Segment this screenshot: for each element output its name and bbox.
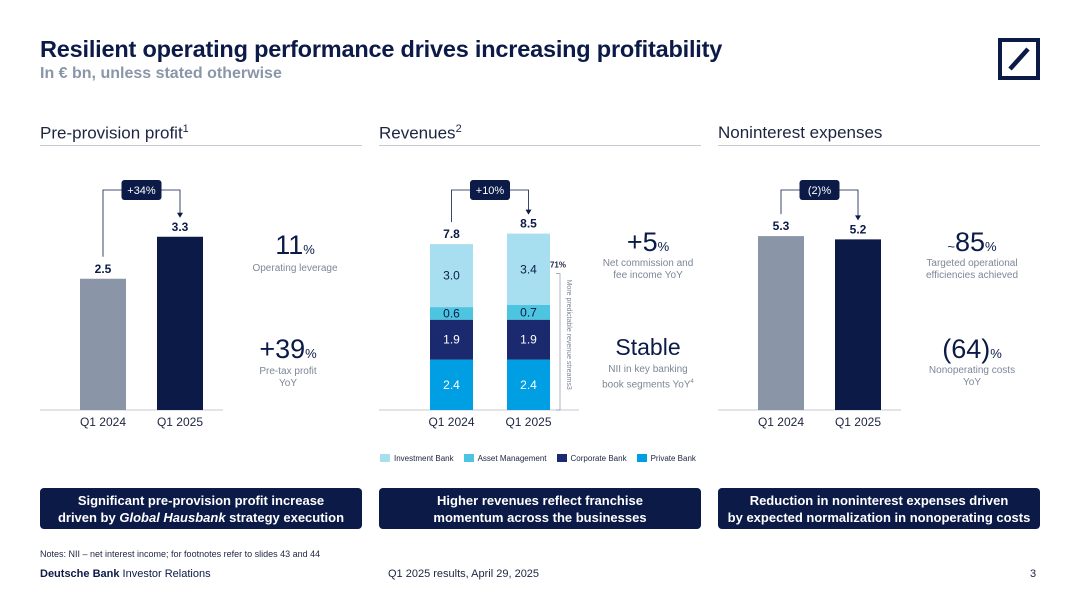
side-bracket-value: 71%	[550, 261, 566, 270]
legend-swatch	[636, 454, 647, 462]
legend-swatch	[556, 454, 567, 462]
page-number: 3	[1030, 568, 1037, 580]
legend-item: Asset Management	[463, 454, 547, 463]
kpi-nonoperating-value: (64)%	[942, 334, 1002, 364]
footnotes: Notes: NII – net interest income; for fo…	[40, 549, 321, 559]
stacked-bar-segment	[430, 244, 473, 308]
section-rule	[379, 145, 701, 146]
kpi-commission-value: +5%	[626, 227, 670, 257]
change-badge-label: (2)%	[808, 185, 831, 197]
x-tick-label: Q1 2025	[157, 415, 203, 429]
bar-value-label: 2.5	[95, 262, 112, 276]
section-title-ppp: Pre-provision profit1	[40, 123, 189, 143]
kpi-efficiencies-value: ~85%	[947, 227, 997, 257]
ppp-chart: 2.5 Q1 2024 3.3 Q1 2025 +34%	[40, 180, 223, 429]
bar-value-label: 5.2	[850, 222, 867, 236]
stacked-bar-segment	[430, 307, 473, 320]
stacked-bar-segment	[430, 359, 473, 410]
revenues-chart: 2.4 1.9 0.6 3.0 7.8 Q1 2024 2.4 1.9 0.7 3.4 8.5 Q1 …	[379, 180, 579, 429]
stacked-bar-segment	[507, 319, 550, 360]
side-bracket-line	[556, 273, 561, 411]
footer-event: Q1 2025 results, April 29, 2025	[388, 568, 540, 580]
x-tick-label: Q1 2025	[505, 415, 551, 429]
kpi-efficiencies-label: Targeted operational efficiencies achieve…	[925, 258, 1019, 281]
section-rule	[40, 145, 362, 146]
stacked-bar-segment	[430, 319, 473, 360]
bar-value-label: 5.3	[773, 219, 790, 233]
legend-swatch	[380, 454, 390, 462]
segment-value-label: 1.9	[520, 333, 537, 347]
page-subtitle: In € bn, unless stated otherwise	[40, 65, 282, 82]
bar	[157, 236, 203, 410]
bar-total-label: 7.8	[443, 227, 460, 241]
change-badge	[799, 180, 840, 200]
bar-value-label: 3.3	[172, 220, 189, 234]
change-badge	[470, 180, 510, 200]
kpi-operating-leverage-label: Operating leverage	[252, 263, 338, 274]
banner-expenses: Reduction in noninterest expenses driven…	[718, 488, 1040, 529]
change-arrow-icon	[525, 209, 532, 215]
kpi-nii-value: Stable	[615, 334, 681, 360]
kpi-pretax-value: +39%	[259, 334, 317, 364]
change-badge	[121, 180, 162, 200]
side-bracket-label: More predictable revenue streams3	[565, 280, 572, 390]
change-arrow-icon	[177, 212, 183, 218]
section-title-revenues: Revenues2	[379, 123, 462, 143]
legend-item: Investment Bank	[380, 454, 454, 463]
change-arrow-icon	[855, 215, 861, 221]
x-tick-label: Q1 2024	[80, 415, 126, 429]
expenses-chart: 5.3 Q1 2024 5.2 Q1 2025 (2)%	[718, 180, 901, 429]
bar	[758, 236, 804, 410]
segment-value-label: 1.9	[443, 333, 460, 347]
segment-value-label: 0.6	[443, 306, 460, 320]
segment-value-label: 3.0	[443, 269, 460, 283]
stacked-bar-segment	[507, 305, 550, 320]
stacked-bar-segment	[507, 359, 550, 410]
change-badge-label: +10%	[476, 185, 505, 197]
revenues-legend: Investment Bank Asset Management Corpora…	[380, 452, 706, 464]
legend-swatch	[463, 454, 474, 462]
segment-value-label: 3.4	[520, 262, 537, 276]
bar-total-label: 8.5	[520, 217, 537, 231]
page-title: Resilient operating performance drives i…	[40, 36, 723, 62]
segment-value-label: 2.4	[443, 378, 460, 392]
stacked-bar-segment	[507, 233, 550, 305]
kpi-nonoperating-label: Nonoperating costs YoY	[928, 365, 1016, 388]
legend-item: Corporate Bank	[556, 454, 627, 463]
kpi-pretax-label: Pre-tax profit YoY	[259, 366, 317, 389]
kpi-operating-leverage-value: 11%	[275, 230, 315, 260]
x-tick-label: Q1 2024	[758, 415, 804, 429]
deutsche-bank-logo-icon	[998, 38, 1040, 80]
x-tick-label: Q1 2024	[428, 415, 474, 429]
legend-item: Private Bank	[636, 454, 696, 463]
bar	[80, 278, 126, 410]
x-tick-label: Q1 2025	[835, 415, 881, 429]
section-title-expenses: Noninterest expenses	[718, 123, 883, 142]
segment-value-label: 2.4	[520, 378, 537, 392]
change-badge-label: +34%	[127, 185, 156, 197]
section-rule	[718, 145, 1040, 146]
banner-ppp: Significant pre-provision profit increas…	[40, 488, 362, 529]
segment-value-label: 0.7	[520, 305, 537, 319]
kpi-nii-label: NII in key banking book segments YoY4	[602, 364, 694, 391]
bar	[835, 239, 881, 410]
banner-revenues: Higher revenues reflect franchise moment…	[379, 488, 701, 529]
kpi-commission-label: Net commission and fee income YoY	[602, 258, 694, 281]
footer-brand: Deutsche Bank Investor Relations	[40, 568, 211, 580]
